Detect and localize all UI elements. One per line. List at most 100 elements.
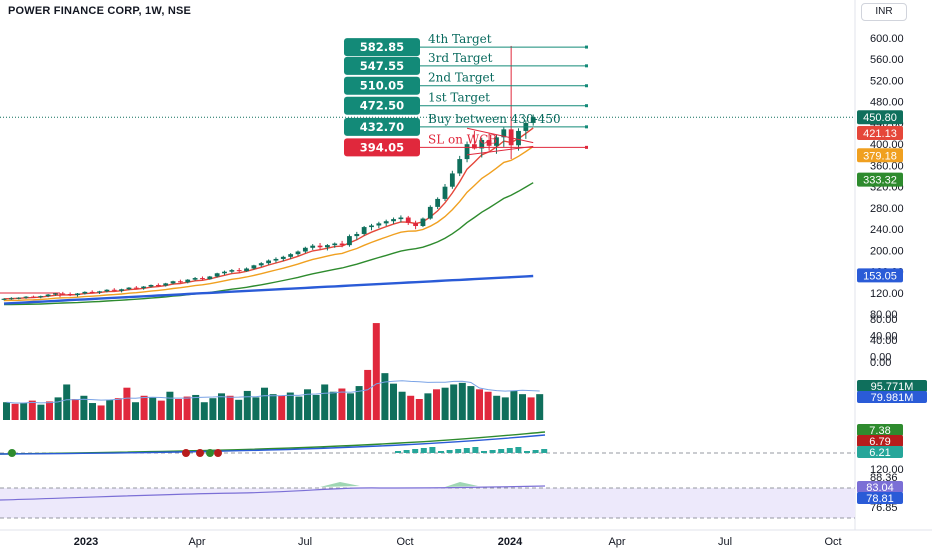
volume-tag-box	[857, 391, 927, 403]
volume-bar	[458, 382, 466, 420]
volume-bar	[415, 399, 423, 420]
indicator-line-slow	[0, 434, 546, 455]
price-tick-label: 600.00	[870, 33, 904, 45]
volume-bar	[20, 403, 28, 420]
candle-body	[391, 219, 396, 222]
candle-body	[457, 159, 463, 174]
candle-body	[119, 289, 124, 291]
rsi-tag-label: 83.04	[866, 482, 894, 494]
volume-tag-label: 79.981M	[871, 392, 914, 404]
rsi-tag-label: 78.81	[866, 493, 894, 505]
candle-body	[214, 273, 220, 277]
candle-body	[449, 173, 455, 187]
price-tag-label: 450.80	[863, 112, 897, 124]
indicator-histogram-bar	[472, 447, 479, 453]
volume-bar	[243, 390, 251, 420]
indicator-histogram-bar	[395, 451, 401, 453]
volume-bar	[329, 391, 337, 420]
volume-bar	[536, 394, 544, 420]
candle-body	[288, 254, 294, 257]
crossover-dot	[206, 449, 214, 457]
candle-body	[244, 268, 249, 272]
time-tick-label: Jul	[298, 536, 312, 548]
candle-body	[530, 117, 536, 123]
time-tick-label: Apr	[608, 536, 625, 548]
candle-body	[413, 222, 418, 227]
candle-body	[141, 286, 147, 289]
volume-bar	[149, 397, 157, 420]
stop-loss-price-box	[344, 138, 420, 157]
volume-bar	[28, 400, 36, 420]
volume-bar	[46, 401, 53, 420]
candle-body	[23, 296, 29, 298]
indicator-tag-label: 6.79	[869, 436, 890, 448]
indicator-tag-label: 7.38	[869, 425, 890, 437]
price-tick-label: 480.00	[870, 97, 904, 109]
volume-bar	[261, 387, 268, 420]
candle-body	[266, 260, 271, 264]
volume-bar	[140, 395, 148, 420]
candle-body	[310, 245, 316, 248]
price-tag-label: 421.13	[863, 128, 897, 140]
volume-bar	[347, 393, 354, 420]
volume-bar	[338, 388, 346, 420]
candle-body	[178, 281, 183, 283]
candle-body	[53, 293, 58, 295]
candle-body	[339, 243, 345, 246]
volume-bar	[510, 390, 518, 420]
volume-bar	[321, 384, 329, 420]
price-tag-box	[857, 110, 903, 125]
candle-body	[427, 206, 433, 219]
volume-bar	[37, 404, 45, 420]
indicator-histogram-bar	[515, 447, 522, 453]
volume-bar	[407, 395, 415, 420]
volume-bar	[166, 391, 174, 420]
candle-body	[104, 289, 110, 292]
stop-loss-marker	[585, 145, 588, 149]
volume-tick-label: 0.00	[870, 357, 891, 369]
target-name-label: 3rd Target	[428, 51, 493, 65]
price-tag-label: 333.32	[863, 175, 897, 187]
volume-bar	[390, 383, 397, 420]
candle-body	[126, 287, 132, 290]
volume-bar	[3, 402, 10, 420]
candle-body	[442, 186, 448, 199]
volume-bar	[364, 369, 372, 420]
candle-body	[222, 271, 227, 274]
indicator-tag-box	[857, 435, 903, 447]
volume-bar	[286, 392, 294, 420]
target-price-box	[344, 38, 420, 57]
target-price-label: 547.55	[360, 59, 404, 73]
currency-button[interactable]: INR	[861, 3, 907, 21]
indicator-histogram-bar	[489, 450, 496, 453]
ema-200-line	[3, 274, 534, 305]
volume-bar	[527, 397, 535, 420]
target-marker	[585, 104, 588, 108]
rsi-line	[0, 485, 546, 501]
rsi-overbought-fill	[320, 482, 478, 487]
target-name-label: 2nd Target	[428, 71, 495, 85]
crossover-dot	[214, 449, 222, 457]
candle-body	[361, 227, 367, 234]
candle-body	[60, 293, 66, 295]
indicator-histogram-bar	[455, 449, 462, 453]
candle-body	[8, 298, 14, 300]
candle-body	[155, 284, 161, 286]
price-tick-label: 560.00	[870, 54, 904, 66]
volume-ma-line	[6, 380, 540, 404]
indicator-tag-box	[857, 424, 903, 436]
candle-body	[420, 218, 426, 227]
candle-body	[97, 291, 102, 293]
price-tick-label: 0.00	[870, 352, 891, 364]
volume-bar	[312, 394, 320, 420]
time-tick-label: 2023	[74, 536, 98, 548]
volume-bar	[235, 399, 243, 420]
volume-bar	[433, 389, 440, 420]
indicator-histogram-bar	[463, 448, 470, 453]
target-name-label: Buy between 430-450	[428, 112, 561, 126]
price-tick-label: 40.00	[870, 330, 898, 342]
candle-body	[325, 245, 330, 248]
target-price-label: 432.70	[360, 120, 404, 134]
volume-bar	[218, 393, 225, 420]
